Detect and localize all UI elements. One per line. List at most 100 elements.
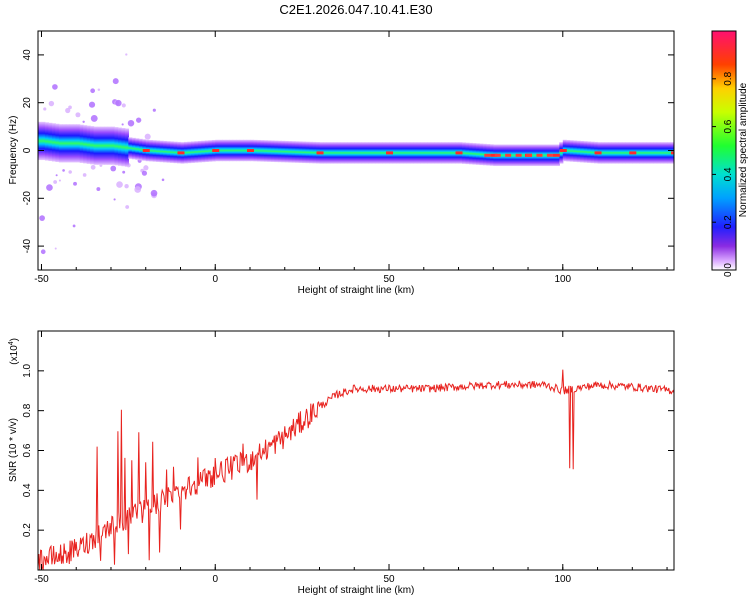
spectrogram-band-strip bbox=[371, 142, 376, 164]
x-tick-label: 100 bbox=[554, 574, 571, 585]
spectrogram-band-strip bbox=[135, 138, 140, 160]
spectrogram-band-strip bbox=[298, 141, 303, 163]
spectrogram-band-strip bbox=[44, 122, 50, 161]
spectrogram-band-strip bbox=[583, 141, 588, 163]
spectrogram-noise-blob bbox=[73, 181, 77, 186]
spectrogram-band-strip bbox=[326, 142, 331, 164]
spectrogram-band-strip bbox=[475, 143, 480, 165]
spectrogram-y-ticks: -40 -20 0 20 40 bbox=[22, 49, 674, 253]
spectrogram-noise-blob bbox=[65, 107, 71, 114]
snr-frame bbox=[37, 330, 675, 571]
spectrogram-band-strip bbox=[38, 121, 43, 161]
colorbar-gradient bbox=[711, 30, 737, 271]
spectrogram-band-strip bbox=[402, 142, 407, 164]
spectrogram-band-strip bbox=[653, 142, 658, 164]
spectrogram-noise-blob bbox=[121, 103, 126, 108]
spectrogram-band-strip bbox=[281, 140, 286, 163]
spectrogram-band-strip bbox=[197, 140, 202, 163]
spectrogram-noise-blob bbox=[113, 198, 116, 201]
spectrogram-band-strip bbox=[79, 124, 84, 163]
spectrogram-peak bbox=[484, 153, 491, 157]
spectrogram-noise-blob bbox=[127, 119, 135, 127]
spectrogram-band-strip bbox=[69, 124, 74, 163]
spectrogram-band-strip bbox=[218, 139, 223, 162]
y-tick-label: 0 bbox=[22, 147, 33, 153]
spectrogram-noise-blob bbox=[134, 186, 142, 193]
spectrogram-noise-blob bbox=[161, 178, 165, 182]
spectrogram-band-strip bbox=[72, 124, 77, 163]
spectrogram-peak bbox=[212, 149, 220, 152]
spectrogram-band-strip bbox=[378, 142, 383, 164]
spectrogram-x-label: Height of straight line (km) bbox=[298, 285, 415, 296]
spectrogram-noise-blob bbox=[88, 101, 96, 108]
spectrogram-band-strip bbox=[239, 139, 244, 162]
spectrogram-band-strip bbox=[416, 142, 421, 164]
spectrogram-band-strip bbox=[541, 144, 547, 167]
spectrogram-band-strip bbox=[427, 142, 432, 164]
spectrogram-band-strip bbox=[618, 142, 623, 164]
spectrogram-band-strip bbox=[375, 142, 380, 164]
spectrogram-band-strip bbox=[190, 141, 195, 163]
spectrogram-band-strip bbox=[468, 142, 474, 165]
snr-y-ticks: 0.2 0.4 0.6 0.8 1.0 bbox=[22, 363, 674, 537]
spectrogram-band-strip bbox=[163, 140, 168, 163]
colorbar: 0.0 0.2 0.4 0.6 0.8 Normalized spectral ampl… bbox=[711, 30, 749, 277]
spectrogram-panel: -50 0 50 100 -40 -20 0 20 40 Height of straight… bbox=[8, 30, 675, 296]
spectrogram-band-strip bbox=[635, 142, 640, 164]
spectrogram-band-strip bbox=[65, 124, 70, 163]
spectrogram-band-strip bbox=[41, 121, 46, 161]
spectrogram-band-strip bbox=[277, 140, 282, 163]
figure-title: C2E1.2026.047.10.41.E30 bbox=[279, 2, 432, 17]
spectrogram-noise-blob bbox=[46, 184, 53, 191]
spectrogram-band-strip bbox=[288, 141, 293, 163]
spectrogram-noise-blob bbox=[122, 170, 126, 174]
spectrogram-band-strip bbox=[639, 142, 644, 164]
spectrogram-band-strip bbox=[48, 122, 53, 162]
spectrogram-band-strip bbox=[156, 140, 161, 162]
spectrogram-peak bbox=[247, 149, 254, 152]
spectrogram-band-strip bbox=[621, 142, 626, 164]
spectrogram-band-strip bbox=[97, 126, 102, 165]
spectrogram-peak bbox=[552, 153, 560, 157]
spectrogram-image bbox=[38, 53, 674, 255]
spectrogram-band-strip bbox=[291, 141, 296, 163]
spectrogram-band-strip bbox=[430, 142, 435, 164]
spectrogram-band-strip bbox=[465, 142, 470, 165]
spectrogram-band-strip bbox=[194, 141, 199, 163]
y-tick-label: -20 bbox=[22, 191, 33, 206]
spectrogram-band-strip bbox=[611, 142, 616, 164]
y-tick-label: 0.8 bbox=[22, 403, 33, 417]
spectrogram-band-strip bbox=[93, 126, 98, 165]
spectrogram-band-strip bbox=[423, 142, 428, 164]
spectrogram-noise-blob bbox=[144, 133, 151, 140]
spectrogram-band-strip bbox=[357, 142, 362, 164]
x-tick-label: 50 bbox=[383, 574, 395, 585]
spectrogram-band-strip bbox=[437, 142, 442, 164]
spectrogram-peak bbox=[494, 153, 501, 157]
spectrogram-noise-blob bbox=[40, 249, 46, 255]
spectrogram-noise-blob bbox=[124, 184, 129, 189]
spectrogram-peak bbox=[594, 151, 602, 155]
colorbar-tick-label: 0.2 bbox=[723, 215, 734, 229]
spectrogram-x-ticks: -50 0 50 100 bbox=[34, 31, 668, 285]
spectrogram-noise-blob bbox=[52, 84, 58, 90]
snr-scale-factor: (x104) bbox=[8, 338, 20, 365]
spectrogram-band-strip bbox=[128, 137, 133, 159]
colorbar-tick-label: 0.8 bbox=[723, 71, 734, 85]
spectrogram-band-strip bbox=[479, 143, 484, 166]
spectrogram-band-strip bbox=[399, 142, 404, 164]
spectrogram-band-strip bbox=[222, 139, 227, 162]
spectrogram-noise-blob bbox=[39, 215, 45, 221]
spectrogram-band-strip bbox=[149, 139, 154, 162]
spectrogram-noise-blob bbox=[53, 180, 58, 184]
spectrogram-peak bbox=[515, 153, 522, 157]
colorbar-tick-label: 0.6 bbox=[723, 119, 734, 133]
spectrogram-band-strip bbox=[55, 123, 60, 162]
spectrogram-band-strip bbox=[201, 140, 206, 163]
spectrogram-band-strip bbox=[236, 139, 241, 162]
spectrogram-band-strip bbox=[500, 144, 505, 167]
spectrogram-band-strip bbox=[510, 144, 515, 167]
spectrogram-band-strip bbox=[642, 142, 647, 164]
spectrogram-band-strip bbox=[441, 142, 446, 164]
